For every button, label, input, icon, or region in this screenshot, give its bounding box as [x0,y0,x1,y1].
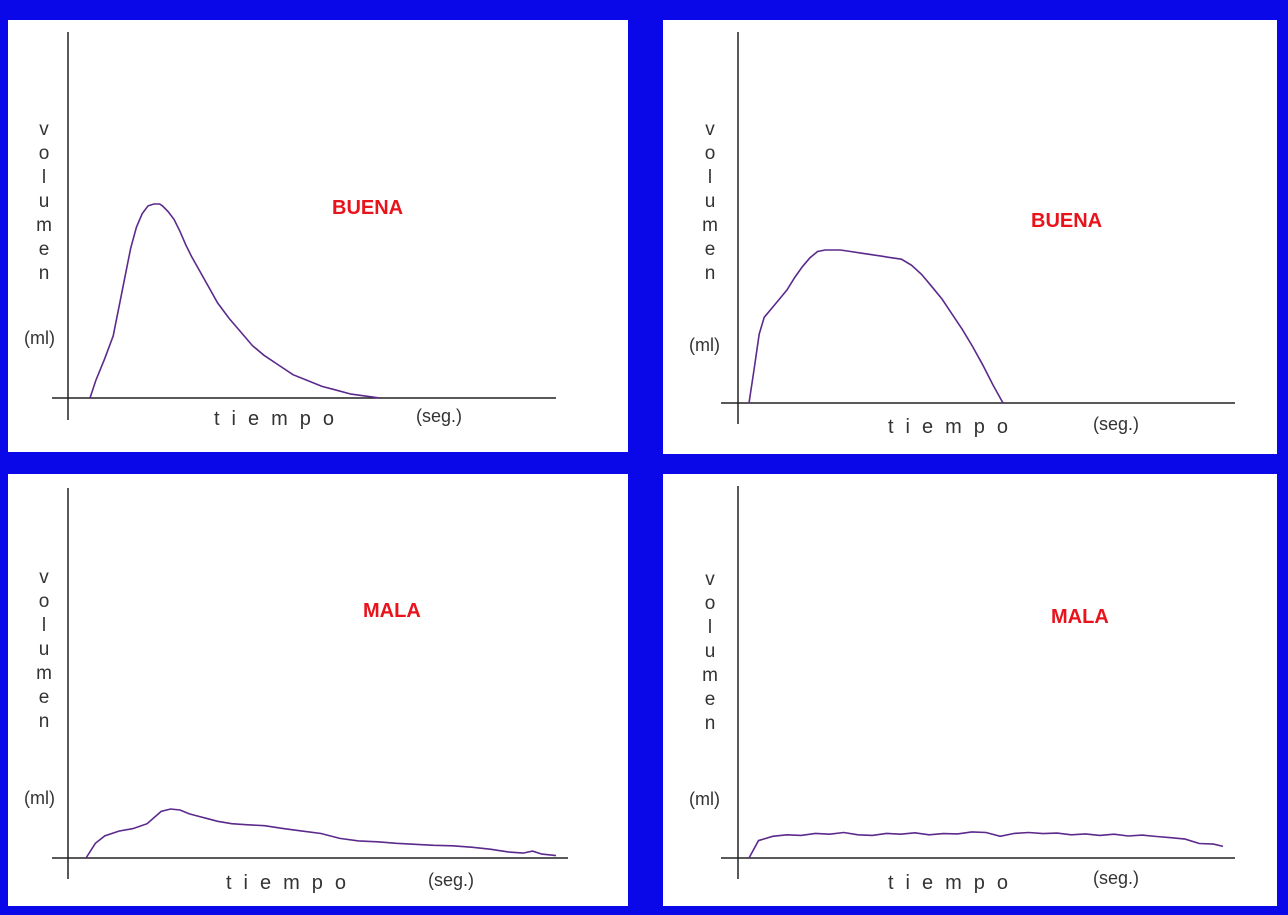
y-axis-label-char: u [704,191,716,212]
series-line [85,808,557,859]
y-axis-label-char: m [36,215,52,236]
y-axis-label-char: u [38,639,50,660]
quality-label: BUENA [1031,210,1103,232]
y-axis-label-char: e [704,689,716,710]
chart-svg-4 [721,486,1235,879]
chart-svg-1 [52,32,556,420]
chart-svg-2 [721,32,1235,424]
y-axis-label-char: n [704,263,716,284]
y-axis-unit: (ml) [689,789,720,809]
y-axis-label-char: o [38,591,50,612]
x-axis-unit: (seg.) [428,870,475,890]
series-line [89,203,381,399]
y-axis-label-char: o [38,143,50,164]
x-axis-label: tiempo [214,408,347,430]
x-axis-unit: (seg.) [1093,414,1140,434]
y-axis-label-char: l [707,617,713,638]
y-axis-label-char: m [702,215,718,236]
y-axis-label-char: u [38,191,50,212]
y-axis-unit: (ml) [24,788,55,808]
y-axis-label-char: e [38,239,50,260]
series-line [748,831,1224,859]
y-axis-label-char: o [704,143,716,164]
chart-svg-3 [52,488,568,879]
y-axis-label-char: m [36,663,52,684]
y-axis-label-char: v [39,567,49,588]
x-axis-label: tiempo [226,872,359,894]
y-axis-unit: (ml) [689,335,720,355]
y-axis-label-char: o [704,593,716,614]
y-axis-label-char: u [704,641,716,662]
y-axis-label-char: n [38,263,50,284]
x-axis-unit: (seg.) [1093,868,1140,888]
y-axis-label-char: e [38,687,50,708]
y-axis-label-char: l [41,615,47,636]
quality-label: BUENA [332,197,404,219]
y-axis-label-char: n [38,711,50,732]
y-axis-label-char: v [705,119,715,140]
y-axis-label-char: l [41,167,47,188]
y-axis-unit: (ml) [24,328,55,348]
x-axis-label: tiempo [888,416,1021,438]
x-axis-label: tiempo [888,872,1021,894]
x-axis-unit: (seg.) [416,406,463,426]
y-axis-label-char: v [705,569,715,590]
quality-label: MALA [1051,606,1109,628]
y-axis-label-char: m [702,665,718,686]
quality-label: MALA [363,600,421,622]
y-axis-label-char: v [39,119,49,140]
y-axis-label-char: n [704,713,716,734]
series-line [748,249,1004,404]
y-axis-label-char: l [707,167,713,188]
y-axis-label-char: e [704,239,716,260]
